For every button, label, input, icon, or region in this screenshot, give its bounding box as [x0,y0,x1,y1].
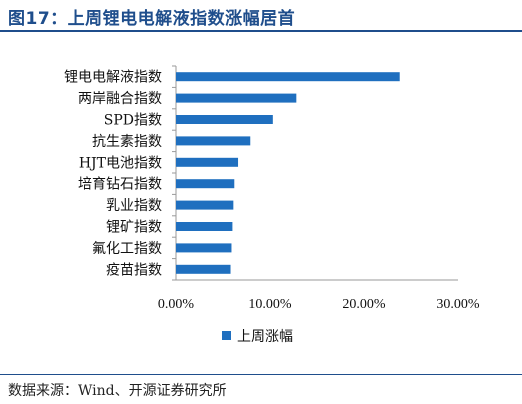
category-label: 抗生素指数 [92,134,162,150]
bar-7 [176,222,233,231]
x-tick-label: 10.00% [248,297,292,312]
bar-0 [176,72,400,82]
figure-title: 图17：上周锂电电解液指数涨幅居首 [8,9,296,29]
category-label: 两岸融合指数 [78,91,162,107]
category-label: 锂电电解液指数 [64,70,162,86]
x-tick-label: 0.00% [158,297,195,312]
category-label: 乳业指数 [106,198,162,214]
title-rule [0,30,522,32]
bar-8 [176,243,232,253]
x-tick-label: 30.00% [436,297,480,312]
category-label: 锂矿指数 [106,220,162,236]
category-label: HJT电池指数 [79,155,162,171]
category-label: 疫苗指数 [106,262,162,278]
category-label: 培育钻石指数 [78,177,162,193]
legend-swatch [222,331,231,340]
legend-label: 上周涨幅 [237,329,293,345]
footer-rule [0,374,522,375]
category-label: SPD指数 [104,113,162,129]
bar-5 [176,179,235,189]
category-label: 氟化工指数 [92,241,162,257]
bar-6 [176,200,234,210]
bar-9 [176,264,231,274]
bar-2 [176,115,273,124]
bar-3 [176,136,251,146]
x-tick-label: 20.00% [342,297,386,312]
bar-1 [176,93,297,103]
bar-4 [176,157,239,167]
source-note: 数据来源：Wind、开源证券研究所 [8,383,227,399]
